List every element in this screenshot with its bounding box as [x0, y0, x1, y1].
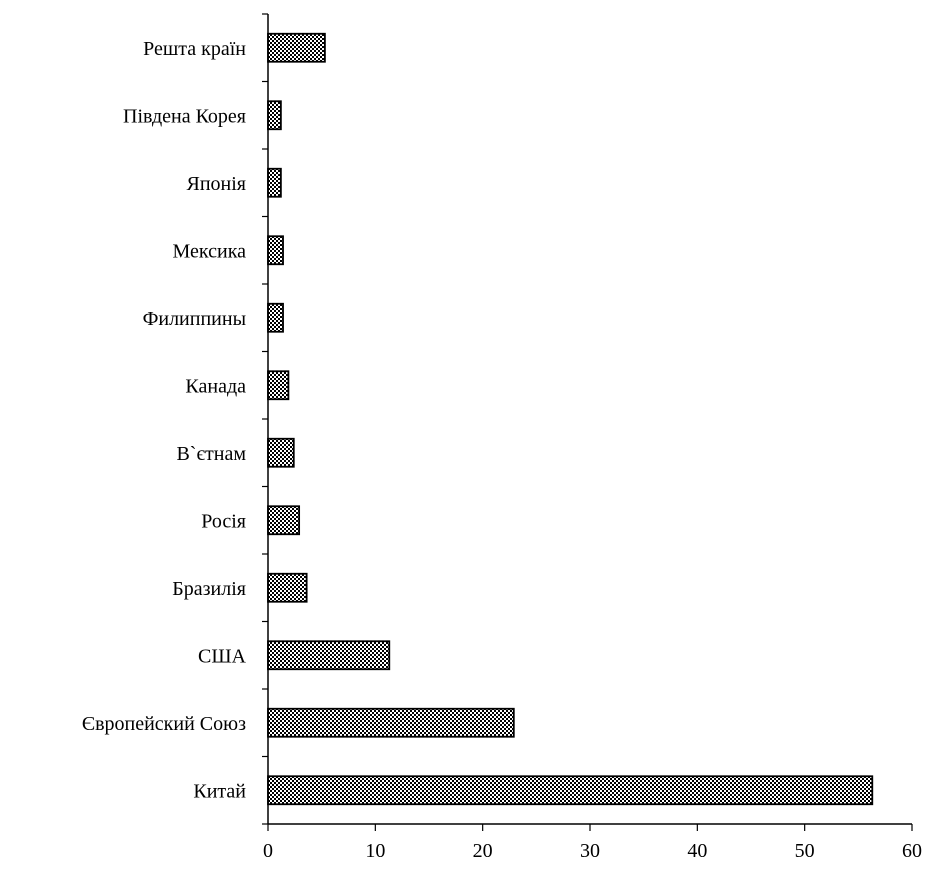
category-label-3: США: [198, 645, 247, 667]
x-tick-label-20: 20: [473, 840, 493, 862]
bar-8: [267, 302, 284, 333]
category-label-5: Росія: [201, 510, 246, 532]
labels: Китай Європейский Союз США Бразилія Росія В`є…: [82, 38, 922, 862]
bar-9: [267, 235, 284, 266]
bar-11: [267, 100, 282, 131]
bars-layer: [267, 32, 874, 806]
bar-4: [267, 572, 308, 603]
bar-6: [267, 437, 295, 468]
category-label-2: Європейский Союз: [82, 713, 246, 735]
category-label-11: Південа Корея: [123, 105, 246, 127]
bar-2: [267, 707, 515, 738]
bar-12: [267, 32, 326, 63]
category-label-9: Мексика: [173, 240, 247, 262]
bar-3: [267, 640, 391, 671]
x-tick-label-30: 30: [580, 840, 600, 862]
bar-10: [267, 167, 282, 198]
category-label-6: В`єтнам: [176, 443, 246, 465]
axes: [262, 13, 913, 831]
x-tick-label-0: 0: [263, 840, 273, 862]
category-label-4: Бразилія: [172, 578, 246, 600]
x-tick-label-50: 50: [795, 840, 815, 862]
x-tick-label-60: 60: [902, 840, 922, 862]
category-label-10: Японія: [186, 173, 246, 195]
bar-5: [267, 505, 301, 536]
x-tick-label-10: 10: [365, 840, 385, 862]
category-label-12: Решта країн: [143, 38, 246, 60]
bar-7: [267, 370, 290, 401]
category-label-7: Канада: [185, 375, 246, 397]
bar-1: [267, 775, 874, 806]
category-label-8: Филиппины: [143, 308, 246, 330]
category-label-1: Китай: [193, 780, 246, 802]
x-tick-label-40: 40: [687, 840, 707, 862]
